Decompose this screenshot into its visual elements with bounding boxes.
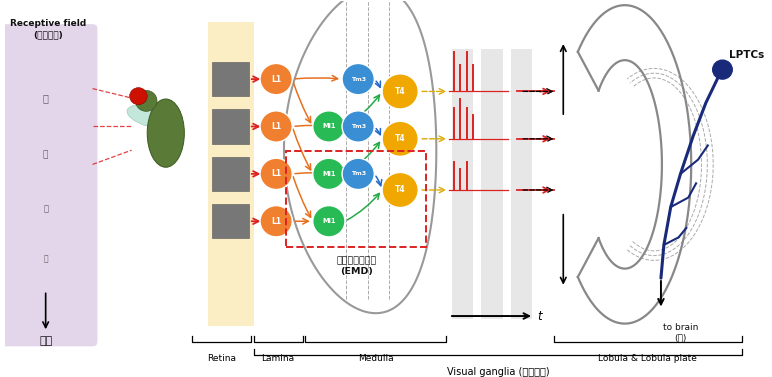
Circle shape — [313, 111, 345, 142]
Text: L1: L1 — [271, 217, 281, 226]
Circle shape — [382, 74, 418, 109]
Text: L1: L1 — [271, 122, 281, 131]
Text: Visual ganglia (시신경절): Visual ganglia (시신경절) — [446, 367, 549, 377]
FancyBboxPatch shape — [481, 49, 503, 319]
Circle shape — [342, 63, 374, 95]
Text: 물체: 물체 — [39, 336, 52, 346]
FancyBboxPatch shape — [510, 49, 532, 319]
Text: Retina: Retina — [207, 354, 236, 363]
Text: LPTCs: LPTCs — [730, 51, 764, 60]
Circle shape — [342, 111, 374, 142]
Circle shape — [342, 158, 374, 190]
Text: Lobula & Lobula plate: Lobula & Lobula plate — [598, 354, 697, 363]
Text: L1: L1 — [271, 169, 281, 178]
FancyBboxPatch shape — [452, 49, 473, 319]
Polygon shape — [208, 22, 254, 325]
Text: 🕷: 🕷 — [42, 93, 49, 103]
Circle shape — [260, 205, 293, 237]
Text: to brain
(뇌): to brain (뇌) — [663, 323, 698, 342]
Text: Lamina: Lamina — [262, 354, 295, 363]
Text: Mi1: Mi1 — [322, 171, 336, 177]
Text: 🕷: 🕷 — [43, 150, 49, 159]
Text: Tm3: Tm3 — [350, 172, 366, 176]
Text: T4: T4 — [394, 87, 405, 96]
Ellipse shape — [127, 105, 179, 129]
Circle shape — [260, 63, 293, 95]
Text: t: t — [537, 311, 541, 323]
Circle shape — [713, 60, 732, 79]
Circle shape — [260, 111, 293, 142]
Circle shape — [260, 158, 293, 190]
Circle shape — [313, 158, 345, 190]
Text: T4: T4 — [394, 185, 405, 195]
Ellipse shape — [147, 99, 185, 167]
Circle shape — [130, 87, 147, 105]
Circle shape — [382, 172, 418, 207]
Text: Mi1: Mi1 — [322, 124, 336, 129]
Polygon shape — [212, 157, 249, 191]
Circle shape — [313, 205, 345, 237]
Polygon shape — [212, 62, 249, 96]
Polygon shape — [212, 109, 249, 144]
Text: Tm3: Tm3 — [350, 77, 366, 81]
Text: 🕷: 🕷 — [43, 255, 48, 264]
Text: 기본동작감지기
(EMD): 기본동작감지기 (EMD) — [336, 256, 377, 276]
Text: Mi1: Mi1 — [322, 218, 336, 224]
Text: 🕷: 🕷 — [43, 204, 48, 213]
Text: L1: L1 — [271, 75, 281, 84]
Text: T4: T4 — [394, 134, 405, 143]
Circle shape — [382, 121, 418, 156]
Ellipse shape — [136, 90, 157, 111]
Text: Medulla: Medulla — [358, 354, 394, 363]
FancyBboxPatch shape — [2, 24, 97, 346]
Text: Receptive field
(수용영역): Receptive field (수용영역) — [11, 19, 86, 40]
Polygon shape — [212, 204, 249, 238]
Text: Tm3: Tm3 — [350, 124, 366, 129]
